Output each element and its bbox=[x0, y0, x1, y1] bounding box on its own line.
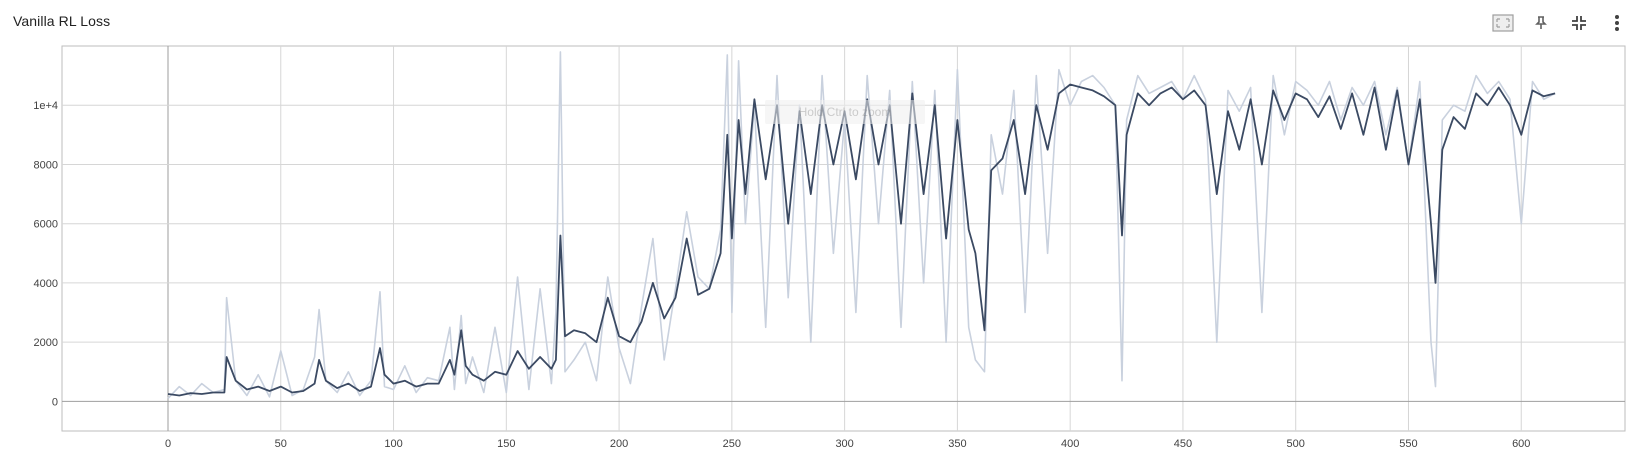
collapse-button[interactable] bbox=[1563, 8, 1595, 38]
collapse-icon bbox=[1572, 16, 1586, 30]
more-vert-icon bbox=[1615, 15, 1619, 31]
x-tick-label: 400 bbox=[1061, 438, 1079, 450]
loss-line-chart[interactable]: 0 50 100 150 200 250 300 350 400 450 500 550 6000200… bbox=[0, 44, 1645, 472]
x-tick-label: 150 bbox=[497, 438, 515, 450]
y-tick-label: 2000 bbox=[34, 337, 58, 349]
x-tick-label: 0 bbox=[165, 438, 171, 450]
y-tick-label: 4000 bbox=[34, 278, 58, 290]
pin-icon bbox=[1535, 16, 1547, 29]
more-button[interactable] bbox=[1601, 8, 1633, 38]
pin-button[interactable] bbox=[1525, 8, 1557, 38]
x-tick-label: 250 bbox=[723, 438, 741, 450]
x-tick-label: 600 bbox=[1512, 438, 1530, 450]
fit-domain-icon bbox=[1492, 14, 1514, 32]
card-toolbar bbox=[1487, 8, 1633, 38]
x-tick-label: 350 bbox=[948, 438, 966, 450]
plot-frame bbox=[61, 45, 1626, 432]
smoothed-series-line bbox=[167, 83, 1556, 397]
card-header: Vanilla RL Loss bbox=[0, 0, 1645, 44]
x-tick-label: 500 bbox=[1287, 438, 1305, 450]
y-tick-label: 1e+4 bbox=[33, 100, 58, 112]
x-tick-label: 450 bbox=[1174, 438, 1192, 450]
raw-series-line bbox=[167, 51, 1556, 399]
y-tick-label: 6000 bbox=[34, 219, 58, 231]
card-title: Vanilla RL Loss bbox=[13, 13, 111, 29]
fit-domain-button[interactable] bbox=[1487, 8, 1519, 38]
y-tick-label: 8000 bbox=[34, 159, 58, 171]
y-tick-label: 0 bbox=[52, 396, 58, 408]
x-tick-label: 50 bbox=[275, 438, 287, 450]
x-tick-label: 300 bbox=[835, 438, 853, 450]
chart-area[interactable]: 0 50 100 150 200 250 300 350 400 450 500 550 600 0 200… bbox=[0, 44, 1645, 472]
x-tick-label: 100 bbox=[384, 438, 402, 450]
x-tick-label: 200 bbox=[610, 438, 628, 450]
x-tick-label: 550 bbox=[1399, 438, 1417, 450]
